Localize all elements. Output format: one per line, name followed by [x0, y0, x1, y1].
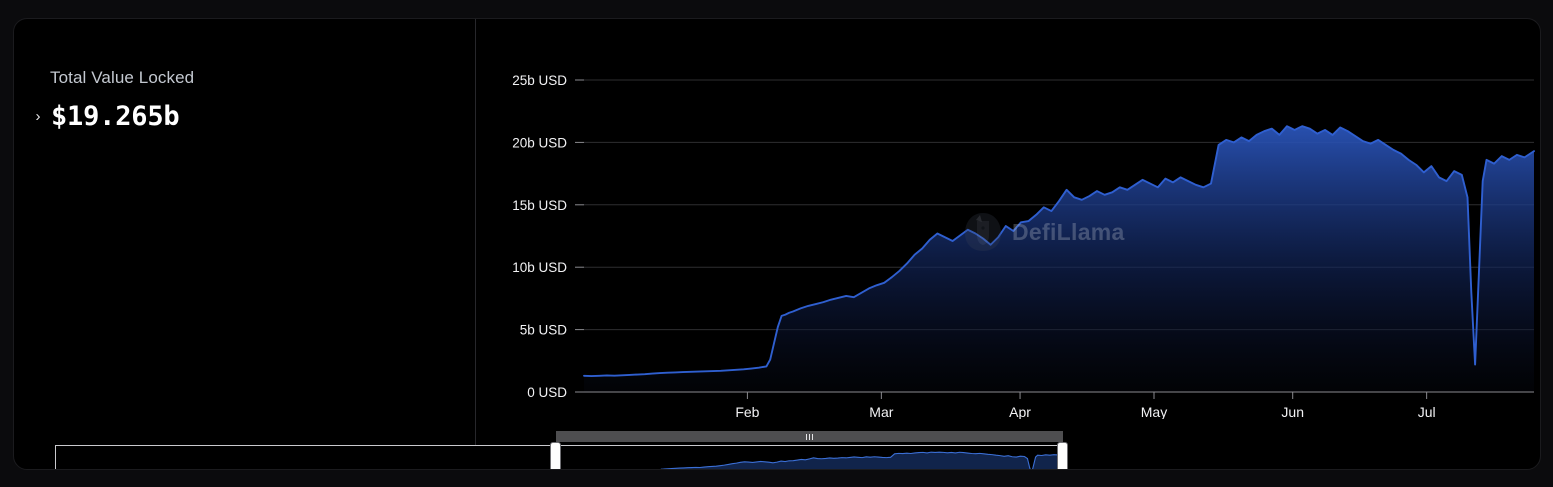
- chart-axes: [575, 79, 1534, 399]
- brush-mini-chart: [660, 451, 1064, 469]
- tvl-value-row[interactable]: › $19.265b: [32, 101, 180, 132]
- brush-handle-left[interactable]: [550, 442, 562, 469]
- y-axis-tick-label: 25b USD: [512, 73, 567, 88]
- chart-area-fill: [584, 126, 1534, 393]
- panel-divider: [475, 19, 476, 469]
- y-axis-labels: 0 USD 5b USD 10b USD 15b USD 20b USD 25b USD: [512, 73, 567, 400]
- x-axis-labels: Feb Mar Apr May Jun Jul: [735, 404, 1435, 419]
- chart-line: [583, 125, 1535, 377]
- x-axis-tick-label: Feb: [735, 404, 759, 419]
- y-axis-tick-label: 5b USD: [520, 323, 568, 338]
- y-axis-tick-label: 15b USD: [512, 198, 567, 213]
- tvl-value: $19.265b: [51, 101, 180, 132]
- chevron-right-icon[interactable]: ›: [35, 108, 41, 125]
- x-axis-tick-label: Mar: [869, 404, 893, 419]
- brush-selection-bar[interactable]: [555, 431, 1063, 442]
- x-axis-tick-label: Jun: [1281, 404, 1304, 419]
- stat-label: Total Value Locked: [50, 68, 195, 87]
- brush-handle-right[interactable]: [1057, 442, 1069, 469]
- y-axis-tick-label: 20b USD: [512, 135, 567, 150]
- x-axis-tick-label: Apr: [1009, 404, 1031, 419]
- x-axis-tick-label: Jul: [1418, 404, 1436, 419]
- drag-grip-icon[interactable]: [805, 433, 814, 440]
- y-axis-tick-label: 0 USD: [527, 385, 567, 400]
- y-axis-tick-label: 10b USD: [512, 260, 567, 275]
- tvl-chart-card: Total Value Locked › $19.265b 0 USD 5b US…: [13, 18, 1541, 470]
- stats-panel: Total Value Locked › $19.265b: [14, 19, 475, 469]
- x-axis-tick-label: May: [1141, 404, 1167, 419]
- range-brush[interactable]: [55, 424, 1069, 469]
- chart-area[interactable]: 0 USD 5b USD 10b USD 15b USD 20b USD 25b USD …: [476, 19, 1540, 469]
